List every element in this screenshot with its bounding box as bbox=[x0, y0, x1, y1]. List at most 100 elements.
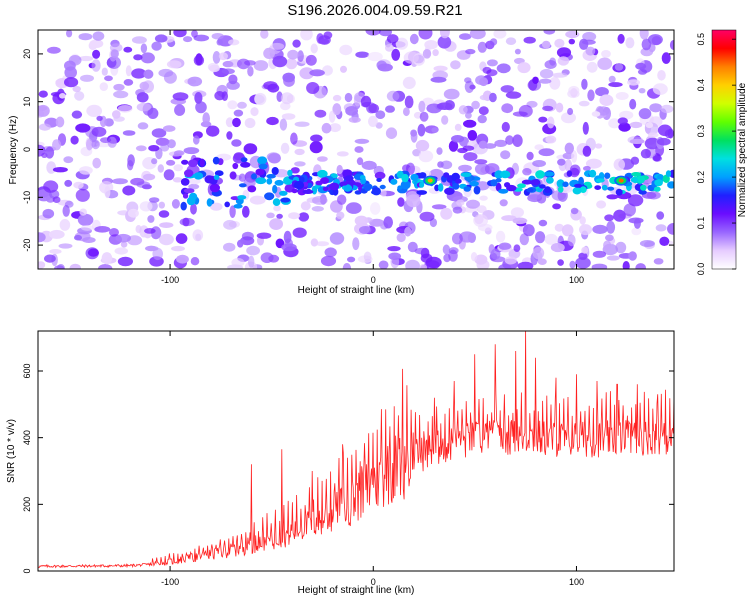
heatmap-cell bbox=[605, 234, 614, 242]
heatmap-cell bbox=[263, 47, 275, 60]
heatmap-cell bbox=[344, 175, 354, 182]
heatmap-cell bbox=[250, 107, 259, 117]
heatmap-cell bbox=[75, 123, 91, 133]
heatmap-x-axis-label: Height of straight line (km) bbox=[298, 285, 415, 296]
heatmap-cell bbox=[532, 246, 545, 260]
heatmap-cell bbox=[477, 41, 487, 53]
heatmap-cell bbox=[479, 77, 489, 87]
heatmap-cell bbox=[173, 30, 187, 38]
heatmap-cell bbox=[46, 161, 57, 174]
x-tick-label: -100 bbox=[161, 577, 179, 587]
heatmap-cell bbox=[415, 139, 430, 152]
heatmap-cell bbox=[171, 245, 185, 252]
heatmap-cell bbox=[182, 193, 189, 199]
heatmap-cell bbox=[52, 196, 61, 203]
heatmap-cell bbox=[133, 54, 143, 61]
heatmap-cell bbox=[370, 202, 381, 215]
heatmap-cell bbox=[336, 151, 349, 157]
heatmap-cell bbox=[458, 105, 468, 115]
heatmap-cell bbox=[309, 141, 323, 154]
heatmap-cell bbox=[470, 252, 478, 262]
heatmap-cell bbox=[641, 38, 652, 51]
heatmap-cell bbox=[601, 184, 608, 191]
heatmap-cell bbox=[183, 147, 200, 155]
heatmap-cell bbox=[522, 168, 532, 176]
heatmap-cell bbox=[135, 225, 142, 234]
heatmap-cell bbox=[490, 248, 501, 260]
heatmap-cell bbox=[136, 92, 149, 103]
heatmap-cell bbox=[329, 182, 340, 191]
heatmap-cell bbox=[64, 179, 73, 187]
heatmap-cell bbox=[266, 178, 273, 185]
heatmap-cell bbox=[661, 52, 671, 64]
heatmap-cell bbox=[579, 216, 586, 225]
heatmap-cell bbox=[159, 222, 174, 229]
heatmap-cell bbox=[383, 216, 394, 229]
heatmap-cell bbox=[356, 157, 364, 166]
heatmap-cell bbox=[214, 170, 224, 177]
heatmap-cell bbox=[49, 249, 62, 254]
heatmap-cell bbox=[532, 160, 546, 167]
heatmap-cell bbox=[486, 59, 498, 67]
heatmap-cell bbox=[354, 146, 364, 153]
heatmap-cell bbox=[218, 52, 228, 61]
heatmap-cell bbox=[183, 36, 193, 43]
heatmap-cell bbox=[92, 157, 101, 169]
heatmap-cell bbox=[629, 98, 637, 110]
heatmap-cell bbox=[56, 264, 65, 269]
heatmap-cell bbox=[305, 54, 317, 66]
heatmap-cell bbox=[397, 185, 403, 190]
heatmap-cell bbox=[467, 130, 478, 141]
heatmap-cell bbox=[240, 157, 248, 163]
heatmap-cell bbox=[479, 195, 488, 201]
heatmap-cell bbox=[66, 30, 73, 38]
heatmap-cell bbox=[64, 77, 79, 88]
heatmap-cell bbox=[248, 255, 255, 268]
heatmap-cell bbox=[266, 174, 276, 179]
heatmap-cell bbox=[139, 201, 153, 212]
heatmap-cell bbox=[604, 172, 611, 179]
heatmap-cell bbox=[422, 49, 432, 59]
heatmap-cell bbox=[91, 59, 101, 72]
heatmap-cell bbox=[339, 44, 353, 56]
heatmap-cell bbox=[546, 176, 554, 184]
heatmap-cell bbox=[466, 199, 480, 209]
heatmap-cell bbox=[622, 261, 630, 269]
heatmap-cell bbox=[606, 255, 620, 261]
heatmap-cell bbox=[211, 33, 224, 40]
heatmap-cell bbox=[306, 82, 320, 94]
heatmap-cell bbox=[288, 212, 300, 220]
heatmap-cell bbox=[272, 55, 288, 68]
heatmap-cell bbox=[320, 255, 337, 267]
heatmap-cell bbox=[226, 131, 233, 140]
heatmap-cell bbox=[160, 143, 170, 152]
heatmap-cell bbox=[158, 233, 174, 246]
heatmap-cell bbox=[667, 181, 674, 189]
colorbar: 0.0 0.1 0.2 0.3 0.4 0.5 Normalized spectral a… bbox=[696, 29, 748, 275]
heatmap-cell bbox=[193, 34, 210, 42]
snr-x-axis-label: Height of straight line (km) bbox=[298, 585, 415, 596]
heatmap-cell bbox=[629, 121, 643, 129]
heatmap-cell bbox=[253, 60, 269, 71]
heatmap-cell bbox=[505, 91, 522, 99]
heatmap-cell bbox=[655, 224, 667, 232]
heatmap-cell bbox=[465, 112, 472, 119]
heatmap-cell bbox=[493, 30, 507, 39]
heatmap-cell bbox=[136, 102, 152, 112]
heatmap-cell bbox=[193, 55, 205, 66]
heatmap-cell bbox=[266, 116, 279, 126]
heatmap-cell bbox=[369, 218, 385, 227]
x-tick-label: 0 bbox=[371, 275, 376, 285]
heatmap-cell bbox=[292, 39, 301, 48]
heatmap-cell bbox=[599, 94, 614, 106]
heatmap-cell bbox=[231, 257, 245, 267]
heatmap-cell bbox=[151, 41, 162, 51]
heatmap-cell bbox=[436, 102, 453, 110]
heatmap-cell bbox=[158, 201, 165, 209]
heatmap-cell bbox=[603, 240, 612, 251]
heatmap-cell bbox=[123, 46, 133, 53]
heatmap-cell bbox=[385, 44, 394, 52]
heatmap-cell bbox=[267, 153, 281, 164]
heatmap-cell bbox=[238, 183, 247, 188]
